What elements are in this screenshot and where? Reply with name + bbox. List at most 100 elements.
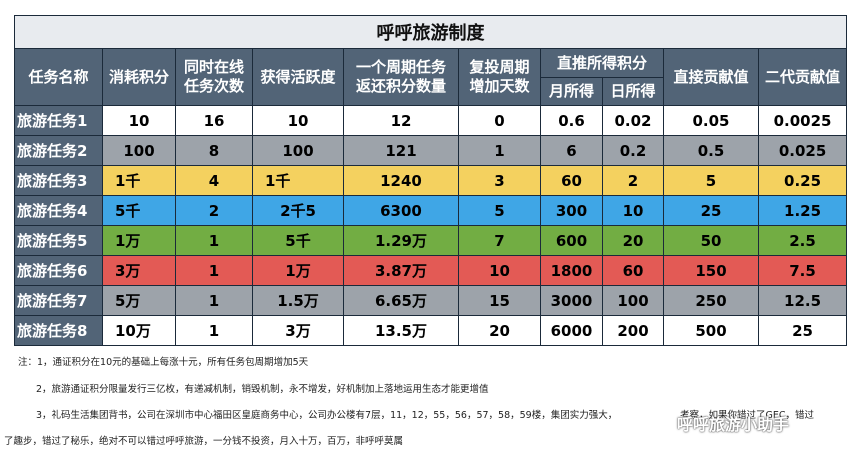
cell-return: 3.87万 [343, 255, 459, 286]
header-reinvest-line1: 复投周期 [469, 58, 530, 76]
cell-activity: 5千 [252, 225, 344, 256]
cell-second: 2.5 [757, 225, 848, 256]
header-concurrent-line2: 任务次数 [183, 77, 244, 95]
header-monthly: 月所得 [540, 77, 603, 106]
table-row: 旅游任务1 10 16 10 12 0 0.6 0.02 0.05 0.0025 [14, 105, 848, 136]
header-direct-contribution: 直接贡献值 [663, 48, 759, 106]
header-direct-points-group: 直推所得积分 [540, 48, 664, 78]
header-return-line2: 返还积分数量 [355, 77, 446, 95]
table-row: 旅游任务5 1万 1 5千 1.29万 7 600 20 50 2.5 [14, 225, 848, 256]
cell-monthly: 60 [540, 165, 603, 196]
row-name: 旅游任务3 [14, 165, 103, 196]
cell-concurrent: 1 [175, 255, 253, 286]
header-activity: 获得活跃度 [252, 48, 344, 106]
cell-daily: 0.02 [602, 105, 664, 136]
cell-concurrent: 1 [175, 225, 253, 256]
cell-direct: 5 [663, 165, 759, 196]
cell-consume: 5万 [102, 285, 176, 316]
cell-daily: 10 [602, 195, 664, 226]
cell-return: 6.65万 [343, 285, 459, 316]
cell-monthly: 300 [540, 195, 603, 226]
cell-daily: 0.2 [602, 135, 664, 166]
cell-consume: 1万 [102, 225, 176, 256]
cell-direct: 500 [663, 315, 759, 346]
cell-reinvest: 20 [458, 315, 541, 346]
cell-concurrent: 2 [175, 195, 253, 226]
cell-return: 1.29万 [343, 225, 459, 256]
note-2: 2，旅游通证积分限量发行三亿枚，有递减机制，销毁机制，永不增发，好机制加上落地运… [36, 384, 489, 395]
cell-direct: 50 [663, 225, 759, 256]
table-row: 旅游任务8 10万 1 3万 13.5万 20 6000 200 500 25 [14, 315, 848, 346]
cell-return: 13.5万 [343, 315, 459, 346]
watermark: 呼呼旅游小助手 [649, 412, 789, 434]
cell-monthly: 0.6 [540, 105, 603, 136]
cell-reinvest: 3 [458, 165, 541, 196]
cell-activity: 10 [252, 105, 344, 136]
cell-concurrent: 16 [175, 105, 253, 136]
cell-concurrent: 8 [175, 135, 253, 166]
row-name: 旅游任务5 [14, 225, 103, 256]
header-second-contribution: 二代贡献值 [757, 48, 848, 106]
table-row: 旅游任务6 3万 1 1万 3.87万 10 1800 60 150 7.5 [14, 255, 848, 286]
cell-monthly: 6 [540, 135, 603, 166]
cell-activity: 1.5万 [252, 285, 344, 316]
row-name: 旅游任务4 [14, 195, 103, 226]
cell-activity: 100 [252, 135, 344, 166]
cell-concurrent: 4 [175, 165, 253, 196]
cell-daily: 100 [602, 285, 664, 316]
cell-direct: 25 [663, 195, 759, 226]
cell-reinvest: 5 [458, 195, 541, 226]
cell-consume: 10 [102, 105, 176, 136]
row-name: 旅游任务1 [14, 105, 103, 136]
note-3-continued: 考察，如果你错过了GEC，错过 [680, 410, 814, 421]
cell-daily: 200 [602, 315, 664, 346]
cell-concurrent: 1 [175, 315, 253, 346]
table-row: 旅游任务3 1千 4 1千 1240 3 60 2 5 0.25 [14, 165, 848, 196]
cell-reinvest: 7 [458, 225, 541, 256]
cell-activity: 3万 [252, 315, 344, 346]
cell-activity: 1万 [252, 255, 344, 286]
cell-monthly: 3000 [540, 285, 603, 316]
cell-second: 1.25 [757, 195, 848, 226]
cell-consume: 100 [102, 135, 176, 166]
cell-second: 0.0025 [757, 105, 848, 136]
cell-reinvest: 10 [458, 255, 541, 286]
cell-second: 0.025 [757, 135, 848, 166]
cell-monthly: 6000 [540, 315, 603, 346]
header-reinvest-days: 复投周期 增加天数 [458, 48, 541, 106]
cell-direct: 250 [663, 285, 759, 316]
header-concurrent-tasks: 同时在线 任务次数 [175, 48, 253, 106]
cell-daily: 60 [602, 255, 664, 286]
cell-consume: 3万 [102, 255, 176, 286]
wechat-icon [649, 414, 671, 432]
cell-reinvest: 1 [458, 135, 541, 166]
cell-consume: 5千 [102, 195, 176, 226]
cell-direct: 0.05 [663, 105, 759, 136]
header-daily: 日所得 [602, 77, 664, 106]
cell-activity: 1千 [252, 165, 344, 196]
row-name: 旅游任务2 [14, 135, 103, 166]
cell-second: 0.25 [757, 165, 848, 196]
cell-second: 12.5 [757, 285, 848, 316]
row-name: 旅游任务8 [14, 315, 103, 346]
cell-concurrent: 1 [175, 285, 253, 316]
cell-second: 7.5 [757, 255, 848, 286]
note-3: 3，礼码生活集团背书，公司在深圳市中心福田区皇庭商务中心，公司办公楼有7层，11… [36, 410, 618, 421]
cell-daily: 2 [602, 165, 664, 196]
cell-monthly: 1800 [540, 255, 603, 286]
cell-second: 25 [757, 315, 848, 346]
header-return-line1: 一个周期任务 [355, 58, 446, 76]
cell-direct: 0.5 [663, 135, 759, 166]
cell-reinvest: 0 [458, 105, 541, 136]
header-consume-points: 消耗积分 [102, 48, 176, 106]
cell-daily: 20 [602, 225, 664, 256]
header-reinvest-line2: 增加天数 [469, 77, 530, 95]
table-title: 呼呼旅游制度 [13, 15, 848, 49]
row-name: 旅游任务7 [14, 285, 103, 316]
cell-return: 121 [343, 135, 459, 166]
watermark-text: 呼呼旅游小助手 [677, 415, 790, 434]
note-4: 了趣步，错过了秘乐，绝对不可以错过呼呼旅游，一分钱不投资，月入十万，百万，非呼呼… [4, 436, 404, 447]
note-1: 注：1，通证积分在10元的基础上每涨十元，所有任务包周期增加5天 [18, 357, 309, 368]
table-row: 旅游任务4 5千 2 2千5 6300 5 300 10 25 1.25 [14, 195, 848, 226]
table-row: 旅游任务7 5万 1 1.5万 6.65万 15 3000 100 250 12… [14, 285, 848, 316]
